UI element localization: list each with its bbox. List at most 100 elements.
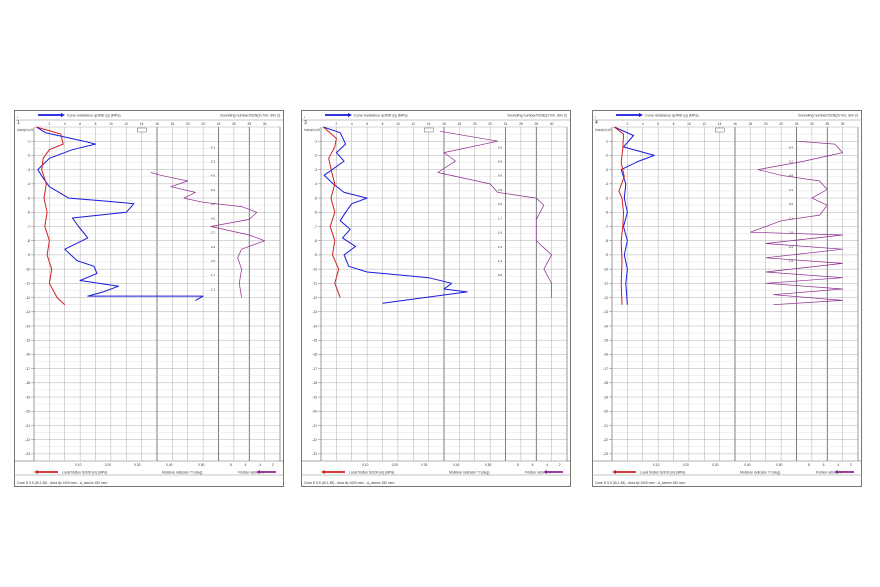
top-tick-label: 26 — [519, 122, 523, 126]
profile-label: 1.4 — [498, 259, 503, 263]
top-tick-label: 10 — [396, 122, 400, 126]
series-cone — [614, 126, 655, 305]
depth-tick-label: -8 — [314, 239, 317, 243]
top-tick-label: 26 — [810, 122, 814, 126]
top-tick-label: 4 — [64, 122, 66, 126]
profile-label: 5.3 — [211, 160, 216, 164]
profile-label: 3.5 — [789, 202, 794, 206]
depth-tick-label: -7 — [314, 225, 317, 229]
profile-label: 4.9 — [211, 174, 216, 178]
depth-tick-label: -12 — [312, 296, 317, 300]
top-tick-label: 8 — [673, 122, 675, 126]
depth-tick-label: -11 — [603, 282, 608, 286]
depth-tick-label: -17 — [603, 367, 608, 371]
bottom-tick-label: 0.40 — [166, 463, 172, 467]
depth-tick-label: -23 — [25, 452, 30, 456]
top-tick-label: 4 — [642, 122, 644, 126]
depth-tick-label: -9 — [314, 253, 317, 257]
depth-tick-label: -15 — [25, 338, 30, 342]
top-tick-label: 10 — [109, 122, 113, 126]
profile-label: 6.4 — [789, 145, 794, 149]
top-tick-label: 8 — [95, 122, 97, 126]
top-tick-label: 22 — [201, 122, 205, 126]
profile-label: 4.8 — [789, 174, 794, 178]
bottom-tick-label: 0.30 — [134, 463, 140, 467]
profile-label: 5.2 — [789, 160, 794, 164]
top-tick-label: 16 — [155, 122, 159, 126]
depth-tick-label: -14 — [603, 324, 608, 328]
panel-number: 4 — [595, 120, 598, 126]
profile-label: 1.5 — [498, 245, 503, 249]
cone-legend-arrowhead — [61, 113, 65, 117]
depth-axis-label: Sounding length in (m) to NN — [595, 128, 611, 132]
depth-tick-label: -9 — [27, 253, 30, 257]
depth-tick-label: -16 — [603, 353, 608, 357]
depth-tick-label: -8 — [27, 239, 30, 243]
top-legend-label: Cone resistance qc/MD (q) (MPa) — [67, 114, 121, 118]
depth-tick-label: -9 — [605, 253, 608, 257]
ratio-legend-arrowhead — [256, 470, 260, 474]
top-tick-label: 6 — [79, 122, 81, 126]
series-friction — [613, 126, 625, 305]
series-friction — [36, 126, 66, 306]
series-friction — [322, 126, 341, 298]
top-tick-label: 30 — [841, 122, 845, 126]
top-tick-label: 6 — [366, 122, 368, 126]
depth-tick-label: -12 — [25, 296, 30, 300]
bottom-legend-label: Local friction fs/100 (m) (MPa) — [640, 471, 685, 475]
bottom-mid-label: Moisture indicator ?? (deg) — [740, 471, 780, 475]
profile-label: 1.7 — [211, 273, 216, 277]
depth-tick-label: -16 — [25, 353, 30, 357]
top-tick-label: 12 — [702, 122, 706, 126]
bottom-legend-label: Local friction fs/100 (m) (MPa) — [349, 471, 394, 475]
bottom-tick-label: 6 — [823, 463, 825, 467]
profile-label: 2.8 — [789, 231, 794, 235]
depth-tick-label: -5 — [27, 196, 30, 200]
depth-tick-label: -2 — [27, 154, 30, 158]
bottom-mid-label: Moisture indicator ?? (deg) — [449, 471, 489, 475]
cpt-chart-4: Cone resistance qc/MD (q) (MPa) Sounding … — [592, 110, 862, 487]
depth-tick-label: -20 — [603, 410, 608, 414]
panel-frame — [301, 110, 571, 487]
panel-number: 3 — [304, 120, 307, 126]
bottom-tick-label: 0.40 — [453, 463, 459, 467]
panel-marker: ▪ — [17, 115, 18, 119]
depth-tick-label: -18 — [312, 381, 317, 385]
cone-legend-arrowhead — [348, 113, 352, 117]
bottom-right-label: Friction ratio in % — [238, 471, 264, 475]
profile-label: 6.1 — [211, 145, 216, 149]
depth-tick-label: -23 — [603, 452, 608, 456]
panel-marker: ▪ — [304, 115, 305, 119]
profile-label: 5.2 — [211, 188, 216, 192]
depth-tick-label: -10 — [603, 267, 608, 271]
depth-tick-label: -3 — [605, 168, 608, 172]
bottom-tick-label: 0.40 — [744, 463, 750, 467]
bottom-tick-label: 0.50 — [485, 463, 491, 467]
panel-frame — [14, 110, 284, 487]
cpt-chart-svg-1: Cone resistance qc/MD (q) (MPa) Sounding … — [14, 110, 284, 487]
depth-tick-label: -13 — [312, 310, 317, 314]
scale-box — [715, 127, 725, 133]
profile-label: 3.9 — [498, 188, 503, 192]
friction-legend-arrowhead — [612, 470, 616, 474]
top-right-label: Sounding number/CEN(2x?ml, dim 2) — [507, 114, 567, 118]
top-tick-label: 16 — [733, 122, 737, 126]
depth-tick-label: -13 — [603, 310, 608, 314]
depth-tick-label: -16 — [312, 353, 317, 357]
friction-legend-arrowhead — [34, 470, 38, 474]
bottom-right-label: Friction ratio in % — [816, 471, 842, 475]
bottom-tick-label: 8 — [230, 463, 232, 467]
profile-label: 4.9 — [498, 160, 503, 164]
depth-tick-label: -4 — [314, 182, 317, 186]
depth-tick-label: -15 — [603, 338, 608, 342]
depth-tick-label: -2 — [314, 154, 317, 158]
top-tick-label: 28 — [534, 122, 538, 126]
profile-label: 4.6 — [498, 174, 503, 178]
cone-legend-arrowhead — [639, 113, 643, 117]
depth-tick-label: -2 — [605, 154, 608, 158]
footer-text: Cone D 5.5 (W-1.83) - Area tip 1000 mm² … — [304, 481, 395, 485]
depth-tick-label: -4 — [605, 182, 608, 186]
depth-tick-label: -21 — [312, 424, 317, 428]
depth-tick-label: -4 — [27, 182, 30, 186]
profile-label: 3.7 — [211, 231, 216, 235]
